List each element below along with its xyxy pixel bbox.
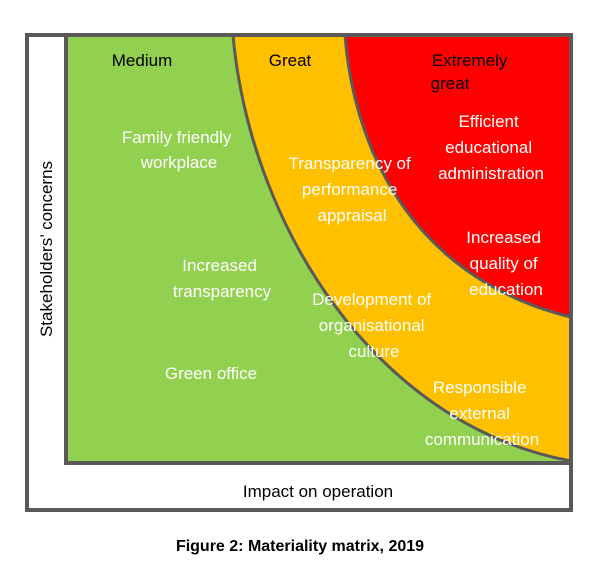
x-axis-label: Impact on operation: [243, 482, 393, 501]
plot-border: [64, 33, 573, 465]
y-axis-label: Stakeholders’ concerns: [37, 161, 56, 337]
extremely-great-zone-title: Extremely great: [431, 51, 513, 93]
materiality-matrix: Medium Great Extremely great Family frie…: [25, 33, 573, 512]
item-line: educational: [445, 138, 532, 157]
item-family-friendly-workplace: Family friendly workplace: [122, 128, 236, 172]
item-line: external: [449, 404, 509, 423]
item-line: Efficient: [459, 112, 519, 131]
figure-caption: Figure 2: Materiality matrix, 2019: [175, 538, 425, 555]
item-increased-quality-of-education: Increased quality of education: [466, 228, 545, 299]
extremely-great-title-line: great: [431, 74, 470, 93]
item-line: Development of: [312, 290, 431, 309]
item-development-of-organisational-culture: Development of organisational culture: [312, 290, 436, 361]
item-increased-transparency: Increased transparency: [173, 256, 272, 301]
medium-zone-title: Medium: [112, 51, 172, 70]
extremely-great-zone: [345, 35, 571, 317]
item-line: appraisal: [318, 206, 387, 225]
great-zone-boundary: [231, 34, 572, 463]
item-green-office: Green office: [165, 364, 257, 383]
item-line: Green office: [165, 364, 257, 383]
great-zone-title: Great: [269, 51, 312, 70]
item-line: Increased: [466, 228, 541, 247]
item-line: Transparency of: [289, 154, 411, 173]
item-line: Increased: [182, 256, 257, 275]
item-line: Responsible: [433, 378, 527, 397]
extremely-great-zone-boundary: [343, 34, 572, 319]
item-line: quality of: [470, 254, 538, 273]
item-line: transparency: [173, 282, 272, 301]
item-line: workplace: [140, 153, 218, 172]
item-efficient-educational-administration: Efficient educational administration: [438, 112, 544, 183]
item-line: administration: [438, 164, 544, 183]
item-line: communication: [425, 430, 539, 449]
item-line: education: [469, 280, 543, 299]
item-line: Family friendly: [122, 128, 232, 147]
item-line: organisational: [319, 316, 425, 335]
item-responsible-external-communication: Responsible external communication: [425, 378, 539, 449]
item-line: performance: [302, 180, 397, 199]
item-line: culture: [348, 342, 399, 361]
extremely-great-title-line: Extremely: [432, 51, 508, 70]
item-transparency-of-performance-appraisal: Transparency of performance appraisal: [289, 154, 416, 225]
